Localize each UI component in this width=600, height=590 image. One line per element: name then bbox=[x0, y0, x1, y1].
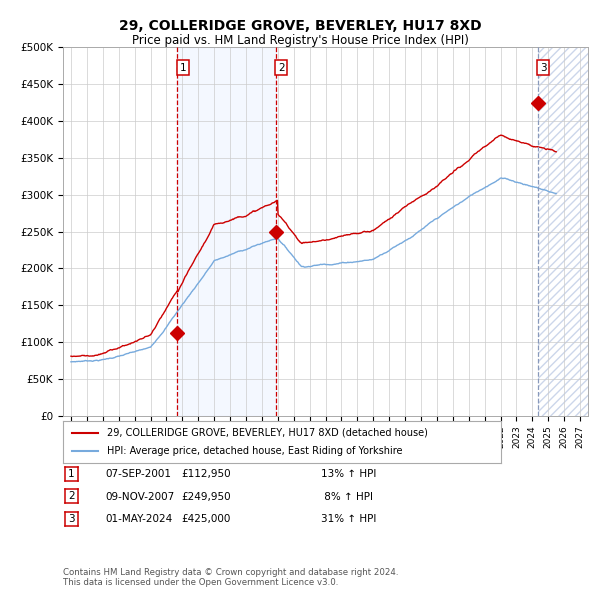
Text: 1: 1 bbox=[180, 63, 187, 73]
Text: Contains HM Land Registry data © Crown copyright and database right 2024.
This d: Contains HM Land Registry data © Crown c… bbox=[63, 568, 398, 587]
Text: 01-MAY-2024: 01-MAY-2024 bbox=[105, 514, 172, 524]
Text: 3: 3 bbox=[540, 63, 547, 73]
Text: 1: 1 bbox=[68, 469, 75, 478]
Text: £425,000: £425,000 bbox=[182, 514, 231, 524]
Bar bbox=[178, 47, 275, 416]
Text: 13% ↑ HPI: 13% ↑ HPI bbox=[321, 470, 376, 479]
Text: £249,950: £249,950 bbox=[181, 492, 231, 502]
Text: HPI: Average price, detached house, East Riding of Yorkshire: HPI: Average price, detached house, East… bbox=[107, 446, 403, 456]
Text: 31% ↑ HPI: 31% ↑ HPI bbox=[321, 514, 376, 524]
Text: 29, COLLERIDGE GROVE, BEVERLEY, HU17 8XD: 29, COLLERIDGE GROVE, BEVERLEY, HU17 8XD bbox=[119, 19, 481, 33]
Text: 2: 2 bbox=[278, 63, 284, 73]
Text: 8% ↑ HPI: 8% ↑ HPI bbox=[321, 492, 373, 502]
Text: 09-NOV-2007: 09-NOV-2007 bbox=[105, 492, 174, 502]
Text: £112,950: £112,950 bbox=[181, 470, 231, 479]
Text: 07-SEP-2001: 07-SEP-2001 bbox=[105, 470, 171, 479]
Bar bbox=[538, 47, 588, 416]
Text: Price paid vs. HM Land Registry's House Price Index (HPI): Price paid vs. HM Land Registry's House … bbox=[131, 34, 469, 47]
Text: 2: 2 bbox=[68, 491, 75, 501]
Text: 29, COLLERIDGE GROVE, BEVERLEY, HU17 8XD (detached house): 29, COLLERIDGE GROVE, BEVERLEY, HU17 8XD… bbox=[107, 428, 428, 438]
Text: 3: 3 bbox=[68, 514, 75, 523]
